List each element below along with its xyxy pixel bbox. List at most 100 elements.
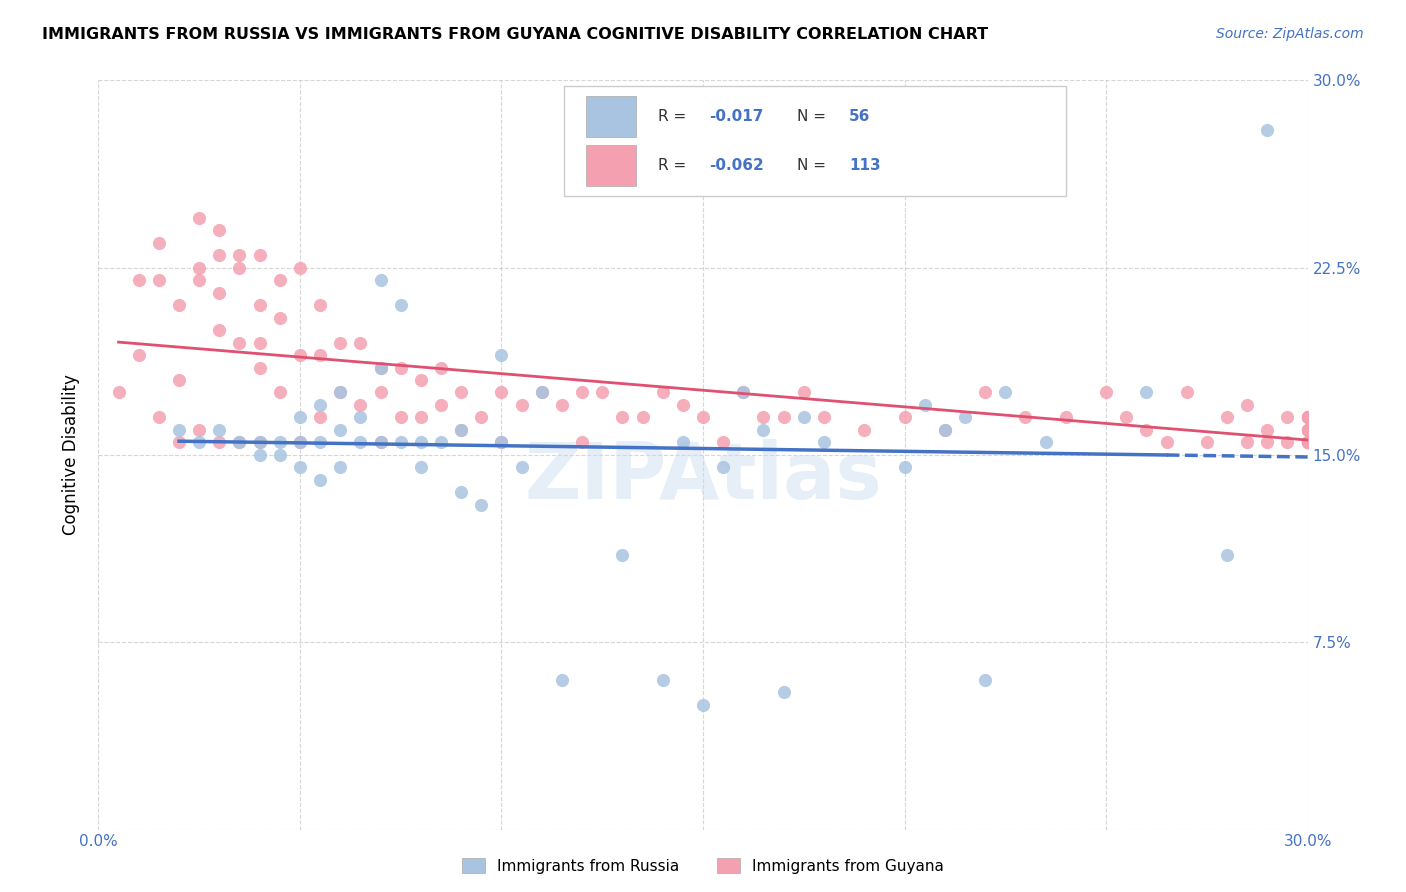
Point: [1296, 435, 1319, 450]
Point: [893, 460, 915, 475]
Text: ZIPAtlas: ZIPAtlas: [524, 440, 882, 516]
Point: [953, 410, 976, 425]
Point: [269, 310, 291, 325]
Text: 113: 113: [849, 158, 882, 173]
Point: [288, 460, 311, 475]
Point: [672, 435, 695, 450]
Point: [1296, 435, 1319, 450]
Point: [733, 385, 755, 400]
Point: [370, 385, 392, 400]
Point: [470, 410, 492, 425]
Point: [349, 335, 371, 350]
Point: [188, 211, 211, 225]
Point: [1277, 435, 1299, 450]
Point: [188, 423, 211, 437]
Point: [450, 423, 472, 437]
Point: [188, 260, 211, 275]
Point: [1296, 410, 1319, 425]
Point: [914, 398, 936, 412]
Point: [128, 348, 150, 362]
Point: [612, 548, 634, 562]
Point: [491, 435, 513, 450]
Text: -0.017: -0.017: [709, 109, 763, 124]
Point: [793, 410, 815, 425]
Point: [1216, 410, 1239, 425]
Point: [450, 385, 472, 400]
Point: [733, 385, 755, 400]
Point: [430, 360, 453, 375]
Point: [772, 685, 794, 699]
Text: N =: N =: [797, 158, 831, 173]
Point: [228, 335, 250, 350]
Point: [813, 410, 835, 425]
Point: [1296, 423, 1319, 437]
Point: [329, 460, 352, 475]
Point: [1296, 410, 1319, 425]
Legend: Immigrants from Russia, Immigrants from Guyana: Immigrants from Russia, Immigrants from …: [456, 852, 950, 880]
Point: [1256, 423, 1278, 437]
Point: [1296, 423, 1319, 437]
Point: [309, 473, 332, 487]
Point: [1296, 423, 1319, 437]
Point: [1135, 385, 1157, 400]
Point: [1296, 410, 1319, 425]
Point: [409, 435, 432, 450]
Point: [1296, 423, 1319, 437]
Point: [1296, 423, 1319, 437]
Point: [1296, 410, 1319, 425]
Point: [167, 373, 190, 387]
Text: N =: N =: [797, 109, 831, 124]
Text: IMMIGRANTS FROM RUSSIA VS IMMIGRANTS FROM GUYANA COGNITIVE DISABILITY CORRELATIO: IMMIGRANTS FROM RUSSIA VS IMMIGRANTS FRO…: [42, 27, 988, 42]
Point: [1135, 423, 1157, 437]
Point: [1115, 410, 1137, 425]
Point: [249, 435, 271, 450]
Point: [329, 423, 352, 437]
Point: [269, 448, 291, 462]
Point: [370, 360, 392, 375]
Point: [793, 385, 815, 400]
Point: [491, 348, 513, 362]
Point: [288, 435, 311, 450]
Bar: [586, 145, 637, 186]
Point: [711, 435, 734, 450]
Point: [249, 298, 271, 312]
Point: [249, 248, 271, 262]
Point: [1216, 548, 1239, 562]
Point: [188, 435, 211, 450]
Point: [672, 398, 695, 412]
Point: [370, 273, 392, 287]
Bar: [564, 86, 1066, 196]
Point: [591, 385, 613, 400]
Point: [1054, 410, 1077, 425]
Point: [1175, 385, 1198, 400]
Point: [1277, 410, 1299, 425]
Point: [631, 410, 654, 425]
Point: [530, 385, 553, 400]
Point: [208, 223, 231, 237]
Point: [1256, 435, 1278, 450]
Point: [389, 410, 412, 425]
Point: [389, 435, 412, 450]
Point: [409, 460, 432, 475]
Point: [309, 298, 332, 312]
Point: [288, 435, 311, 450]
Point: [370, 435, 392, 450]
Point: [1296, 435, 1319, 450]
Point: [228, 260, 250, 275]
Point: [1236, 398, 1258, 412]
Point: [491, 385, 513, 400]
Point: [128, 273, 150, 287]
Point: [389, 360, 412, 375]
Point: [1156, 435, 1178, 450]
Point: [208, 248, 231, 262]
Point: [208, 285, 231, 300]
Point: [349, 398, 371, 412]
Y-axis label: Cognitive Disability: Cognitive Disability: [62, 375, 80, 535]
Point: [249, 448, 271, 462]
Point: [288, 410, 311, 425]
Point: [389, 298, 412, 312]
Point: [470, 498, 492, 512]
Point: [510, 460, 533, 475]
Text: 56: 56: [849, 109, 870, 124]
Point: [1296, 435, 1319, 450]
